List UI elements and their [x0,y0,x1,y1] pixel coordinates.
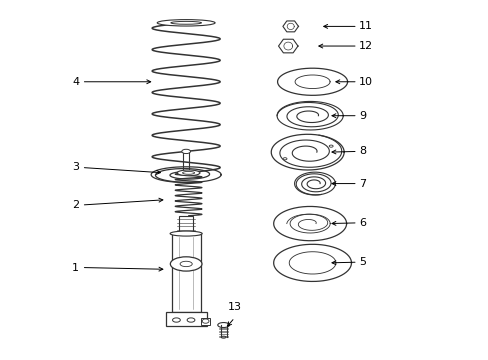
Text: 2: 2 [72,200,79,210]
Ellipse shape [180,261,192,267]
Ellipse shape [182,149,190,154]
Text: 12: 12 [358,41,372,51]
Text: 1: 1 [72,262,79,273]
FancyBboxPatch shape [179,216,193,234]
Ellipse shape [221,336,225,338]
Bar [201,318,210,325]
Ellipse shape [172,318,180,322]
Text: 5: 5 [358,257,365,267]
Text: 13: 13 [227,302,241,312]
Text: 7: 7 [358,179,365,189]
Ellipse shape [217,323,229,328]
Ellipse shape [170,257,202,271]
Text: 9: 9 [358,111,365,121]
Ellipse shape [170,21,201,24]
Ellipse shape [182,171,194,174]
Ellipse shape [283,158,286,160]
Ellipse shape [177,170,200,176]
Text: 10: 10 [358,77,372,87]
Ellipse shape [157,19,215,26]
Bar [165,312,206,327]
Text: 8: 8 [358,147,365,157]
Ellipse shape [202,319,208,323]
Ellipse shape [328,145,332,147]
Text: 3: 3 [72,162,79,172]
Ellipse shape [170,231,202,236]
Ellipse shape [187,318,195,322]
Bar [171,234,201,312]
Text: 11: 11 [358,21,372,31]
Text: 4: 4 [72,77,79,87]
Text: 6: 6 [358,218,365,228]
